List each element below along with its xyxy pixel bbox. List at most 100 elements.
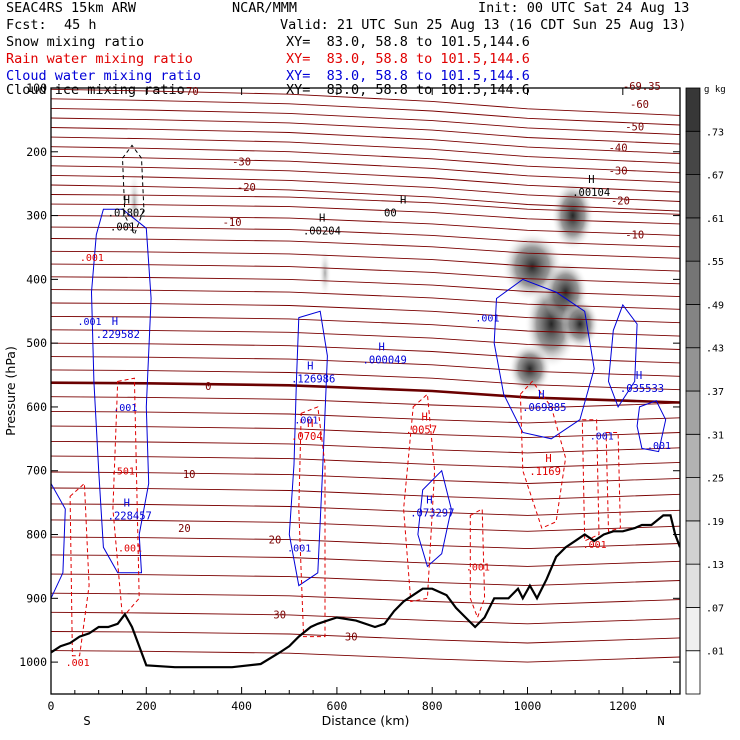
isotherm-line xyxy=(51,536,680,550)
max-value: .00104 xyxy=(572,187,610,199)
y-tick-label: 1000 xyxy=(19,655,47,669)
isotherm-line xyxy=(51,410,680,424)
contour-level-label: .001 xyxy=(590,432,614,443)
contour-level-label: .001 xyxy=(294,416,318,427)
max-value: .1169 xyxy=(529,466,561,478)
colorbar-tick-label: .37 xyxy=(706,387,724,398)
ice-shading-cell xyxy=(560,298,599,350)
contour-level-label: .001 xyxy=(66,658,90,669)
x-tick-label: 800 xyxy=(422,699,443,713)
isotherm-label: -50 xyxy=(625,121,644,133)
max-value: 00 xyxy=(384,208,397,220)
contour-level-label: .001 xyxy=(80,253,104,264)
colorbar-tick-label: .43 xyxy=(706,344,724,355)
x-tick-label: 400 xyxy=(231,699,252,713)
max-value: .01802 xyxy=(108,208,146,220)
isotherm-line xyxy=(51,554,680,567)
y-tick-label: 400 xyxy=(26,272,47,286)
isotherm-line xyxy=(51,455,680,468)
colorbar-tick-label: .67 xyxy=(706,171,724,182)
isotherm-line xyxy=(51,650,680,663)
isotherm-line xyxy=(51,250,680,272)
isotherm-line xyxy=(51,471,680,484)
org-label: NCAR/MMM xyxy=(232,0,298,16)
field-xy-cloudice: XY= 83.0, 58.8 to 101.5,144.6 xyxy=(286,82,530,98)
isotherm-line xyxy=(51,289,680,310)
cloud-water-contour xyxy=(51,482,66,599)
isotherm-label: 0 xyxy=(205,381,211,393)
max-marker: H xyxy=(400,195,406,207)
x-tick-label: 1000 xyxy=(514,699,542,713)
max-marker: H xyxy=(319,212,325,224)
isotherm-line xyxy=(51,611,680,625)
y-tick-label: 200 xyxy=(26,145,47,159)
ice-shading-cell xyxy=(508,343,552,395)
isotherm-line xyxy=(51,503,680,516)
colorbar-cell xyxy=(685,130,701,175)
cloud-water-contour xyxy=(493,278,595,440)
colorbar-cell xyxy=(685,477,701,522)
colorbar-tick-label: .73 xyxy=(706,127,724,138)
rain-water-contour xyxy=(519,380,567,529)
isotherm-line xyxy=(51,276,680,298)
contour-level-label: .001 xyxy=(475,314,499,325)
isotherm-line xyxy=(51,238,680,259)
isotherm-line xyxy=(51,184,680,212)
isotherm-line xyxy=(51,263,680,285)
max-marker: H xyxy=(379,341,385,353)
isotherm-label: -69.35 xyxy=(623,81,661,93)
colorbar-tick-label: .61 xyxy=(706,214,724,225)
y-tick-label: 600 xyxy=(26,400,47,414)
isotherm-line xyxy=(51,440,680,454)
cloud-water-contour xyxy=(417,469,452,568)
max-marker: H xyxy=(538,389,544,401)
cloud-water-contour xyxy=(288,310,328,587)
colorbar-cell xyxy=(685,520,701,565)
isotherm-label: -70 xyxy=(180,86,199,98)
max-value: .069885 xyxy=(522,402,566,414)
max-marker: H xyxy=(124,498,130,510)
max-marker: H xyxy=(636,370,642,382)
max-value: .073297 xyxy=(410,507,454,519)
colorbar-cell xyxy=(685,87,701,132)
contour-level-label: .001 xyxy=(647,441,671,452)
max-marker: H xyxy=(588,174,594,186)
fcst-label: Fcst: xyxy=(6,17,47,33)
max-value: .00204 xyxy=(303,225,341,237)
colorbar-tick-label: .13 xyxy=(706,560,724,571)
contour-level-label: .001 xyxy=(78,317,102,328)
isotherm-line xyxy=(51,631,680,644)
isotherm-line xyxy=(51,155,680,183)
isotherm-line xyxy=(51,425,680,439)
y-tick-label: 900 xyxy=(26,591,47,605)
isotherm-label: 20 xyxy=(178,523,191,535)
contour-level-label: .001 xyxy=(118,543,142,554)
max-value: .229582 xyxy=(96,329,140,341)
isotherm-line xyxy=(51,88,680,116)
terrain-line xyxy=(51,514,680,669)
x-tick-label: 0 xyxy=(48,699,55,713)
field-name-rain: Rain water mixing ratio xyxy=(6,51,193,67)
isotherm-line xyxy=(51,165,680,193)
isotherm-label: 10 xyxy=(183,469,196,481)
max-marker: H xyxy=(545,453,551,465)
isotherm-line xyxy=(51,487,680,500)
y-tick-label: 500 xyxy=(26,336,47,350)
x-tick-label: 1200 xyxy=(609,699,637,713)
isotherm-line xyxy=(51,194,680,215)
isotherm-line xyxy=(51,519,680,532)
y-tick-label: 300 xyxy=(26,209,47,223)
colorbar-tick-label: .31 xyxy=(706,430,724,441)
field-xy-cloudwater: XY= 83.0, 58.8 to 101.5,144.6 xyxy=(286,68,530,84)
x-end-label-south: S xyxy=(83,713,91,728)
colorbar-cell xyxy=(685,563,701,608)
max-marker: H xyxy=(307,360,313,372)
x-end-label-north: N xyxy=(657,713,665,728)
isotherm-line xyxy=(51,117,680,145)
y-tick-label: 800 xyxy=(26,528,47,542)
x-axis-title: Distance (km) xyxy=(322,713,410,728)
field-name-snow: Snow mixing ratio xyxy=(6,34,145,50)
cloud-water-contour xyxy=(90,208,152,574)
model-title: SEAC4RS 15km ARW xyxy=(6,0,137,16)
ice-shading-cell xyxy=(551,180,595,251)
